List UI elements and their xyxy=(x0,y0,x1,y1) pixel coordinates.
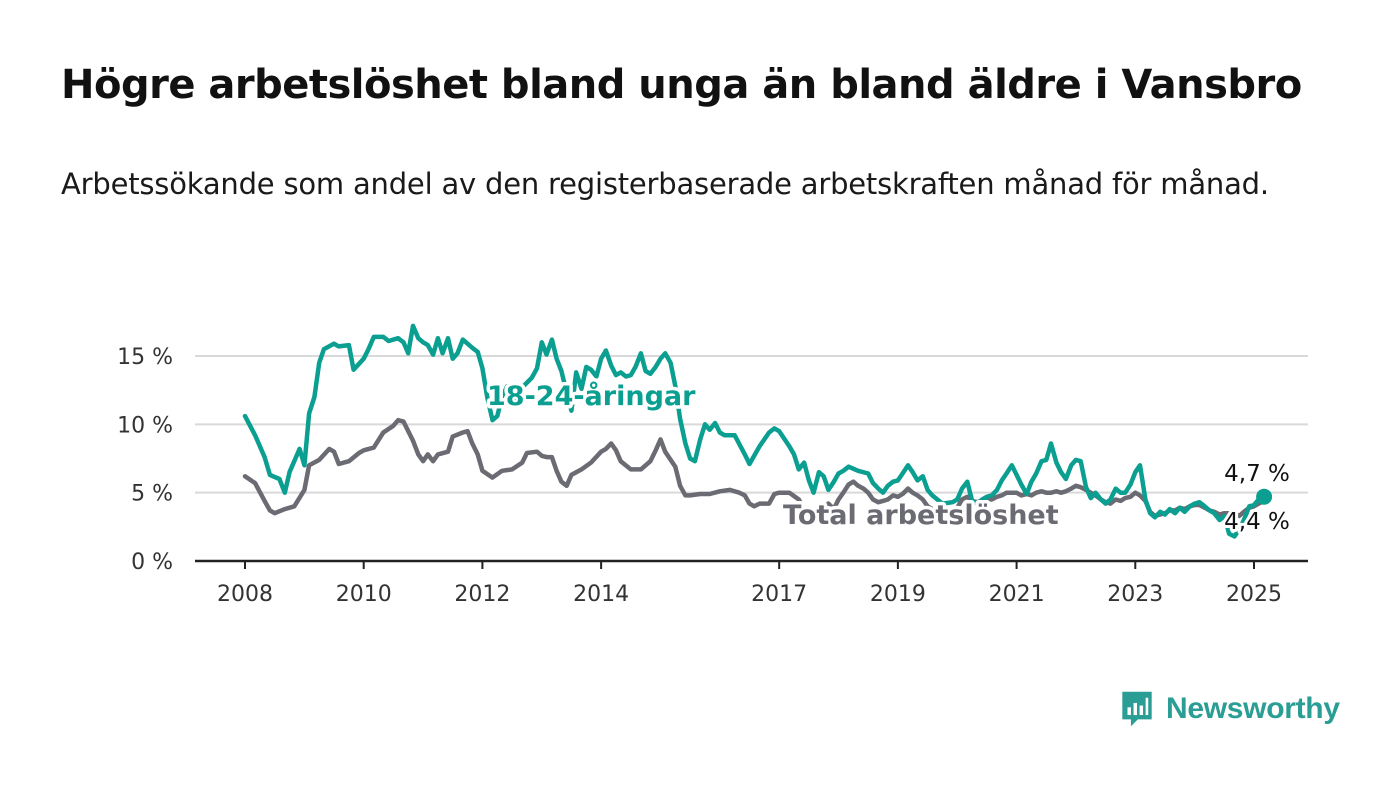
y-tick-label: 10 % xyxy=(117,413,173,438)
x-tick-label: 2008 xyxy=(217,582,273,607)
series-label-total-halo: Total arbetslöshet xyxy=(783,500,1059,531)
end-label-youth: 4,7 % xyxy=(1224,461,1290,487)
x-tick-label: 2010 xyxy=(336,582,392,607)
series-label-total: Total arbetslöshet xyxy=(783,500,1059,531)
axes: 0 % 5 % 10 % 15 % 2008 2010 2012 2014 2017 2019 20… xyxy=(117,345,1308,607)
y-tick-label: 5 % xyxy=(131,482,173,507)
end-label-total: 4,4 % xyxy=(1224,509,1290,535)
x-tick-label: 2012 xyxy=(454,582,510,607)
y-tick-label: 15 % xyxy=(117,345,173,370)
series-label-youth: 18-24-åringar xyxy=(487,380,696,412)
series-label-youth-halo: 18-24-åringar xyxy=(487,380,696,412)
series-lines xyxy=(242,323,1273,539)
chart-title: Högre arbetslöshet bland unga än bland ä… xyxy=(61,62,1302,108)
series-line-total xyxy=(242,417,1267,519)
logo-text: Newsworthy xyxy=(1166,692,1340,725)
x-tick-label: 2021 xyxy=(989,582,1045,607)
x-tick-label: 2023 xyxy=(1107,582,1163,607)
x-tick-label: 2019 xyxy=(870,582,926,607)
end-point-youth xyxy=(1256,488,1273,505)
end-label-youth-halo: 4,7 % xyxy=(1224,461,1290,487)
chart-subtitle: Arbetssökande som andel av den registerb… xyxy=(61,167,1269,201)
x-tick-label: 2025 xyxy=(1226,582,1282,607)
x-tick-label: 2014 xyxy=(573,582,629,607)
newsworthy-logo-icon xyxy=(1122,691,1152,727)
x-tick-label: 2017 xyxy=(751,582,807,607)
series-line-youth xyxy=(242,323,1267,539)
y-tick-label: 0 % xyxy=(131,550,173,575)
newsworthy-logo: Newsworthy xyxy=(1118,690,1340,728)
end-label-total-halo: 4,4 % xyxy=(1224,509,1290,535)
